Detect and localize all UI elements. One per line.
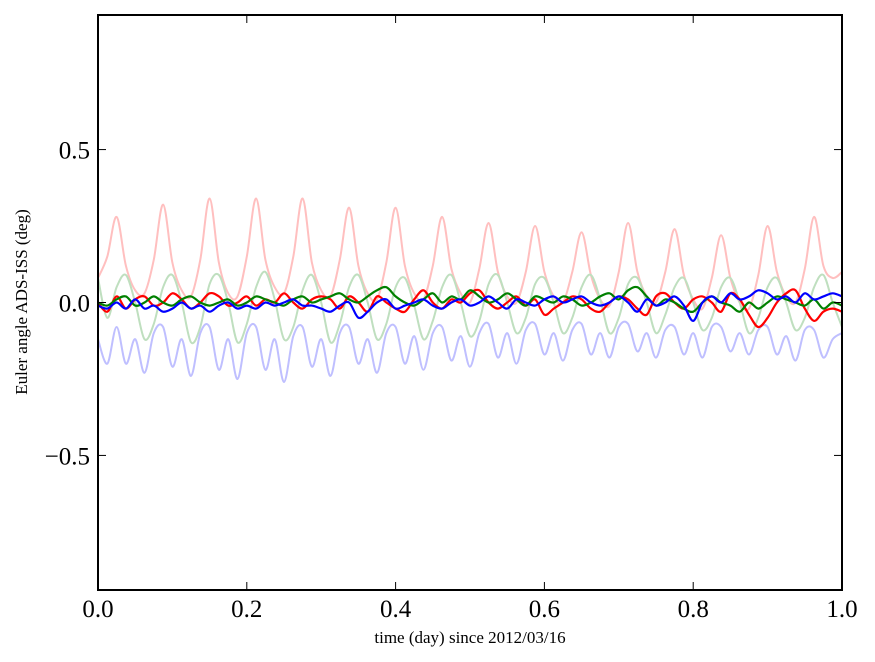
series-line-red <box>98 288 842 329</box>
series-line-blue-faint <box>98 320 842 384</box>
x-axis-label: time (day) since 2012/03/16 <box>374 628 565 647</box>
series-layer <box>98 197 842 384</box>
series-line-red-faint <box>98 197 842 312</box>
y-tick-label: 0.5 <box>59 138 90 165</box>
x-tick-label: 0.4 <box>380 596 412 623</box>
tick-layer: 0.0 0.2 0.4 0.6 0.8 1.0 0.5 0.0 −0.5 <box>45 15 858 623</box>
y-axis-label: Euler angle ADS-ISS (deg) <box>12 209 31 395</box>
x-tick-label: 0.8 <box>678 596 709 623</box>
series-line-green <box>98 285 842 314</box>
x-tick-label: 0.0 <box>82 596 113 623</box>
y-tick-label: 0.0 <box>59 291 90 318</box>
series-line-blue <box>98 289 842 322</box>
y-tick-label: −0.5 <box>45 443 90 470</box>
series-line-green-faint <box>98 270 842 345</box>
x-tick-label: 1.0 <box>826 596 857 623</box>
x-tick-label: 0.2 <box>231 596 262 623</box>
x-tick-label: 0.6 <box>529 596 560 623</box>
